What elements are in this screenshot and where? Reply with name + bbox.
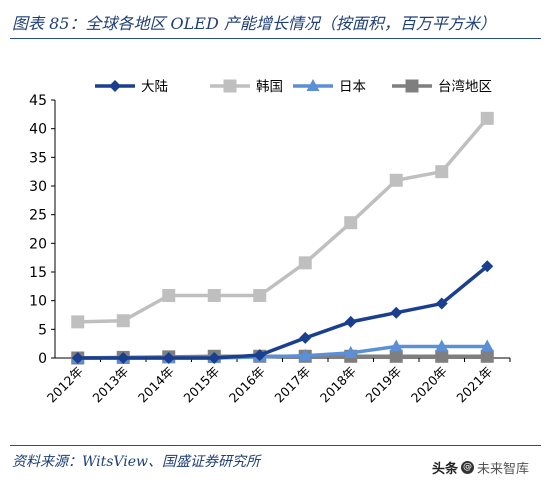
watermark: 头条 @ 未来智库 [425, 456, 535, 479]
legend-marker [109, 80, 121, 92]
chart-title: 图表 85：全球各地区 OLED 产能增长情况（按面积，百万平方米） [12, 14, 496, 33]
data-point [117, 352, 130, 364]
data-point [344, 345, 358, 358]
chart-legend: 大陆 韩国 日本 台湾地区 [95, 78, 492, 95]
x-tick-label: 2014年 [135, 364, 177, 406]
y-tick-label: 20 [29, 236, 47, 252]
data-point [344, 315, 357, 328]
legend-marker [306, 79, 320, 91]
series-韩国 [71, 111, 494, 329]
data-point [435, 165, 449, 179]
data-point [344, 216, 358, 230]
x-tick-label: 2017年 [271, 364, 313, 406]
data-point [162, 289, 176, 303]
x-tick-label: 2021年 [453, 364, 495, 406]
watermark-name: 未来智库 [476, 462, 529, 477]
source-divider [10, 445, 541, 446]
watermark-prefix: 头条 [431, 462, 458, 477]
x-tick-label: 2019年 [362, 364, 404, 406]
y-tick-label: 40 [29, 122, 47, 138]
y-tick-label: 35 [29, 150, 47, 166]
series-line [77, 117, 489, 324]
data-point [480, 349, 494, 363]
title-divider [10, 38, 541, 39]
x-tick-label: 2016年 [226, 364, 268, 406]
data-point [435, 349, 449, 363]
y-tick-label: 25 [29, 208, 47, 224]
legend-label: 日本 [339, 79, 366, 95]
series-大陆 [71, 260, 494, 364]
data-point [298, 348, 312, 361]
data-point [390, 306, 403, 319]
data-point [298, 256, 312, 270]
data-point [162, 352, 175, 364]
legend-marker [223, 79, 237, 93]
data-point [71, 315, 85, 329]
data-point [389, 173, 403, 187]
legend-marker [405, 79, 419, 93]
data-point [71, 352, 84, 364]
data-point [435, 339, 449, 352]
series-line [77, 264, 489, 360]
data-point [389, 349, 403, 363]
data-point [480, 111, 494, 125]
y-tick-label: 45 [29, 93, 47, 109]
legend-label: 韩国 [256, 79, 283, 95]
source-note: 资料来源：WitsView、国盛证券研究所 [12, 454, 261, 470]
data-point [480, 339, 494, 352]
data-point [389, 339, 403, 352]
chart-series [71, 111, 494, 365]
x-tick-label: 2013年 [89, 364, 131, 406]
data-point [207, 289, 221, 303]
data-point [208, 352, 221, 364]
y-tick-label: 0 [38, 351, 47, 367]
at-icon: @ [460, 461, 474, 474]
y-tick-label: 5 [38, 322, 47, 338]
data-point [481, 260, 494, 273]
y-tick-label: 10 [29, 294, 47, 310]
x-tick-label: 2020年 [408, 364, 450, 406]
data-point [299, 331, 312, 344]
x-tick-label: 2012年 [44, 364, 86, 406]
x-tick-label: 2015年 [180, 364, 222, 406]
y-tick-label: 30 [29, 179, 47, 195]
data-point [435, 297, 448, 310]
legend-label: 大陆 [141, 79, 168, 95]
x-tick-label: 2018年 [317, 364, 359, 406]
data-point [253, 349, 266, 362]
legend-label: 台湾地区 [438, 78, 492, 95]
y-tick-label: 15 [29, 265, 47, 281]
data-point [116, 314, 130, 328]
data-point [253, 289, 267, 303]
